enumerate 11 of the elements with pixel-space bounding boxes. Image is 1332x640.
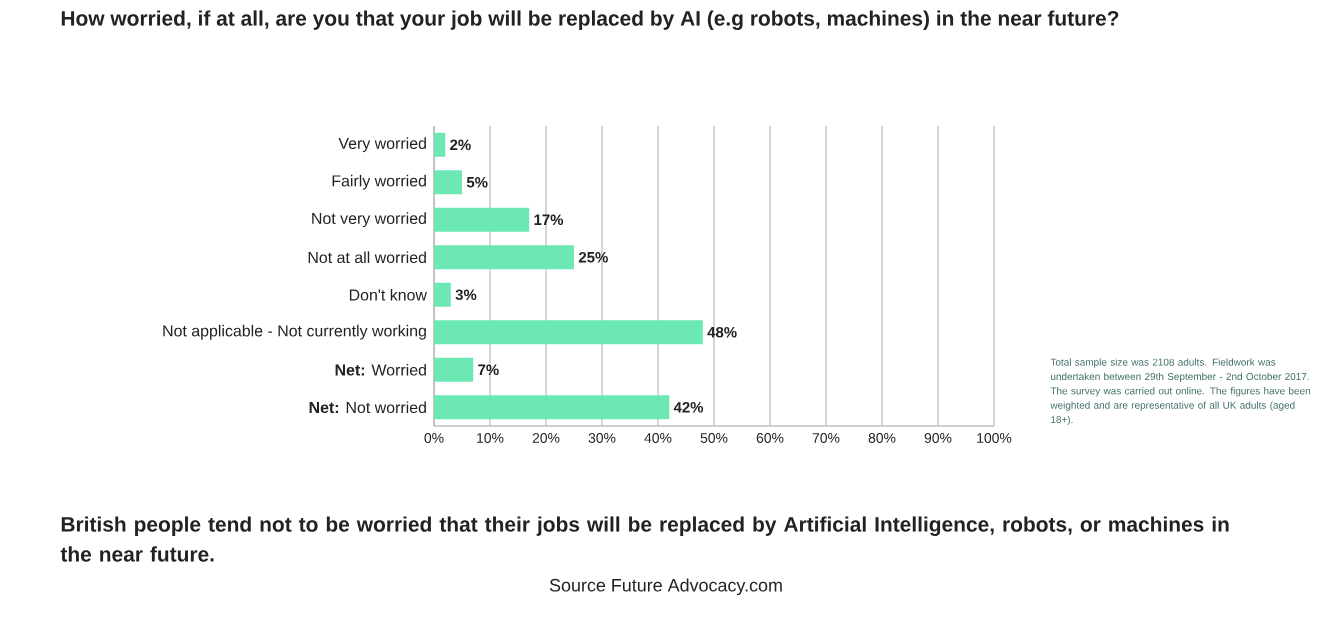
bar bbox=[434, 245, 575, 270]
text: British people tend not to be worried that their jobs will be replaced by Artificial Intelligence, robots, or machines in the near future. bbox=[60, 516, 1229, 562]
chart-title: How worried, if at all, are you that your job will be replaced by AI (e.g robots, machines) in the near future? bbox=[61, 10, 1119, 30]
bar bbox=[434, 132, 446, 157]
bar bbox=[434, 320, 703, 345]
bar bbox=[434, 207, 530, 232]
bar bbox=[434, 357, 474, 382]
bar bbox=[434, 170, 463, 195]
bar bbox=[434, 282, 451, 307]
bar bbox=[434, 395, 670, 420]
source-note: Source Future Advocacy.com bbox=[549, 578, 782, 596]
